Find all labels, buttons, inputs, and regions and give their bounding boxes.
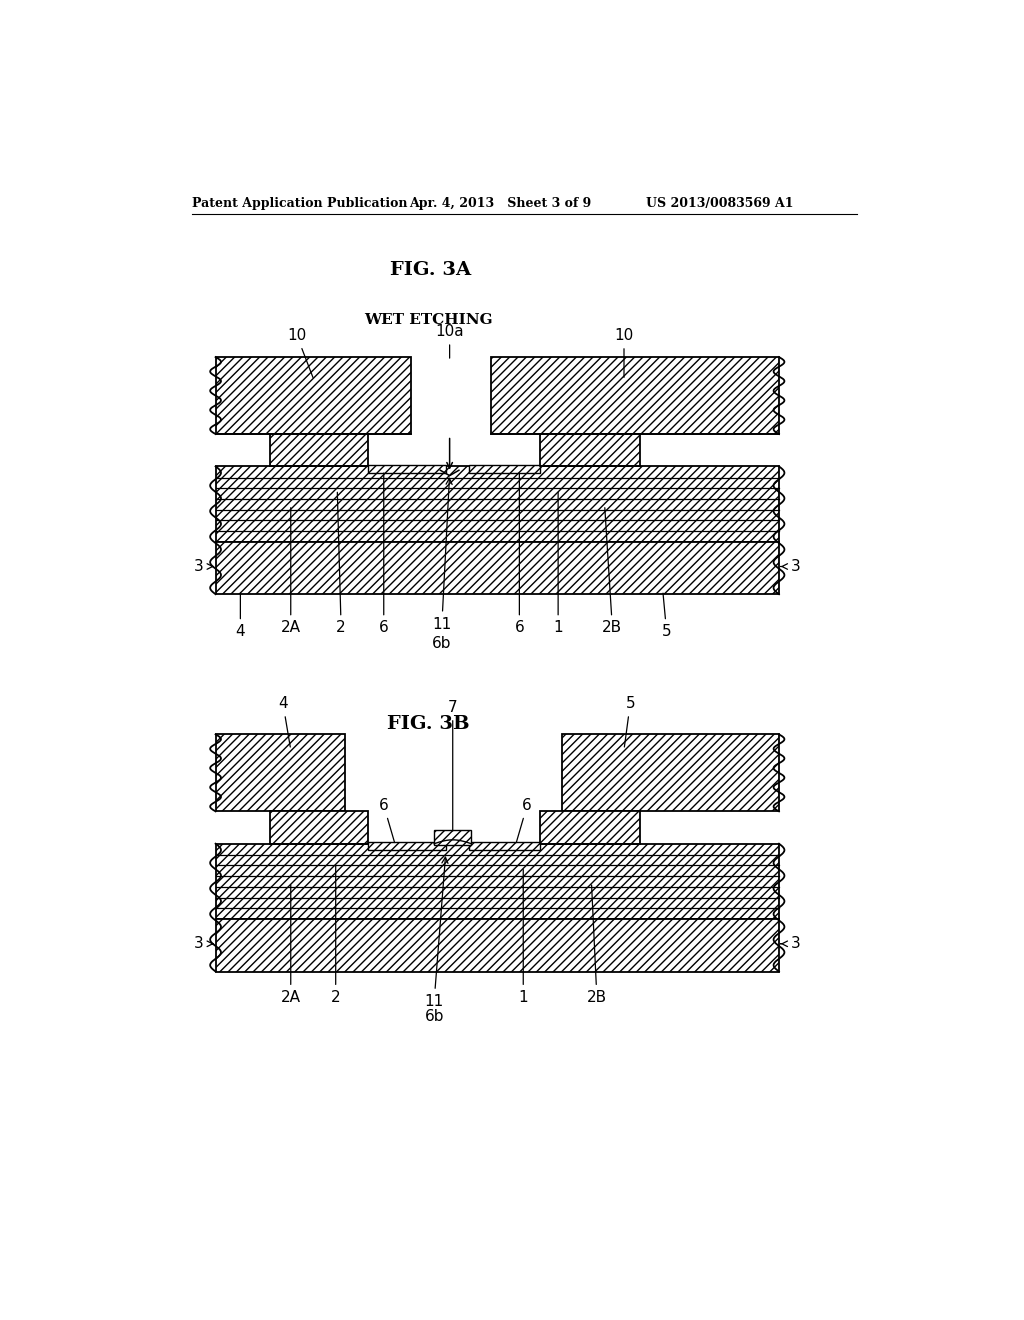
Bar xyxy=(216,466,779,543)
Text: 6: 6 xyxy=(516,797,532,842)
Text: 6: 6 xyxy=(514,473,524,635)
Text: 2: 2 xyxy=(336,492,346,635)
Text: 11: 11 xyxy=(425,857,447,1008)
Bar xyxy=(216,919,779,972)
Text: 5: 5 xyxy=(625,696,635,747)
Text: 4: 4 xyxy=(236,593,245,639)
Text: 3: 3 xyxy=(194,558,203,574)
Bar xyxy=(490,358,779,434)
Bar xyxy=(216,734,345,812)
Text: Patent Application Publication: Patent Application Publication xyxy=(193,197,408,210)
Bar xyxy=(434,830,471,845)
Bar xyxy=(369,465,445,473)
Bar xyxy=(216,843,779,919)
Bar xyxy=(369,842,445,850)
Text: 2A: 2A xyxy=(281,884,301,1005)
Bar xyxy=(270,812,369,843)
Text: 6: 6 xyxy=(379,797,394,842)
Text: 2B: 2B xyxy=(587,884,607,1005)
Text: 10a: 10a xyxy=(435,325,464,358)
Text: US 2013/0083569 A1: US 2013/0083569 A1 xyxy=(646,197,794,210)
Text: 4: 4 xyxy=(279,696,290,747)
Text: 5: 5 xyxy=(662,593,672,639)
Text: Apr. 4, 2013   Sheet 3 of 9: Apr. 4, 2013 Sheet 3 of 9 xyxy=(410,197,592,210)
Bar xyxy=(216,358,411,434)
Text: 1: 1 xyxy=(518,870,528,1005)
Text: WET ETCHING: WET ETCHING xyxy=(365,313,493,327)
Text: 2: 2 xyxy=(331,866,341,1005)
Bar xyxy=(541,812,640,843)
Bar xyxy=(270,434,369,466)
Text: 10: 10 xyxy=(614,329,634,378)
Text: 1: 1 xyxy=(553,492,563,635)
Text: FIG. 3A: FIG. 3A xyxy=(390,261,471,279)
Text: 2A: 2A xyxy=(281,508,301,635)
Text: 7: 7 xyxy=(447,700,458,830)
Text: 3: 3 xyxy=(791,558,801,574)
Text: 2B: 2B xyxy=(602,508,623,635)
Bar xyxy=(469,465,541,473)
Text: 3: 3 xyxy=(194,936,203,952)
Text: 11: 11 xyxy=(432,478,453,631)
Text: FIG. 3B: FIG. 3B xyxy=(387,715,470,734)
Text: 6b: 6b xyxy=(432,636,452,651)
Text: 10: 10 xyxy=(288,329,313,378)
Bar xyxy=(469,842,541,850)
Bar xyxy=(562,734,779,812)
Text: 6b: 6b xyxy=(424,1010,443,1024)
Bar xyxy=(216,541,779,594)
Bar xyxy=(541,434,640,466)
Text: 6: 6 xyxy=(379,473,389,635)
Text: 3: 3 xyxy=(791,936,801,952)
